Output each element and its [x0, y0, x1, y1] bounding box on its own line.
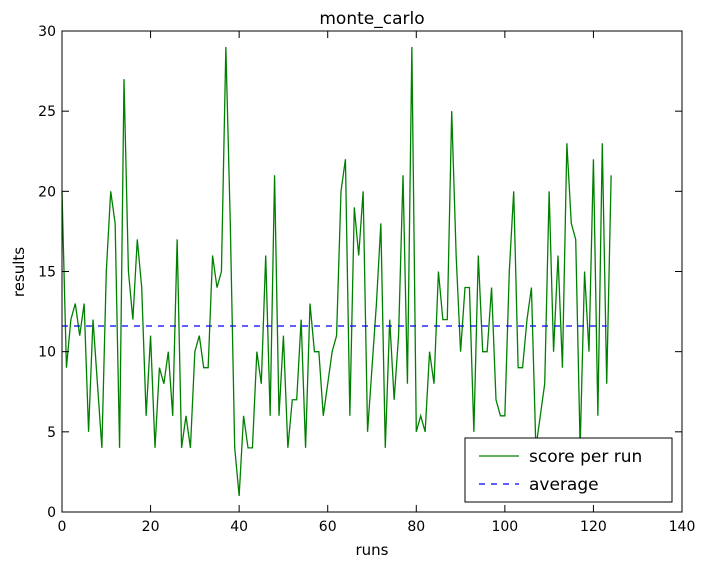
y-axis-label: results: [10, 247, 28, 297]
y-tick-label: 10: [38, 345, 56, 361]
x-tick-label: 60: [319, 519, 337, 535]
x-tick-label: 40: [230, 519, 248, 535]
series-line-score-per-run: [61, 47, 612, 497]
y-tick-label: 30: [38, 24, 56, 40]
y-tick-label: 20: [38, 184, 56, 200]
chart-title: monte_carlo: [319, 9, 424, 29]
x-tick-label: 80: [407, 519, 425, 535]
legend-label: average: [529, 475, 599, 495]
x-axis-label: runs: [356, 541, 389, 559]
x-tick-label: 0: [58, 519, 67, 535]
plot-area: 0 20 40 60 80 100 120 140 0 5 10 15 20 25 30: [38, 24, 695, 535]
legend-box: [464, 437, 673, 503]
x-tick-label: 20: [142, 519, 160, 535]
y-tick-label: 15: [38, 265, 56, 281]
legend-label: score per run: [529, 447, 642, 467]
legend: score per run average: [464, 437, 673, 503]
y-tick-label: 25: [38, 104, 56, 120]
x-tick-label: 100: [491, 519, 518, 535]
x-tick-label: 140: [669, 519, 696, 535]
y-tick-label: 5: [47, 425, 56, 441]
x-tick-label: 120: [580, 519, 607, 535]
y-tick-label: 0: [47, 505, 56, 521]
